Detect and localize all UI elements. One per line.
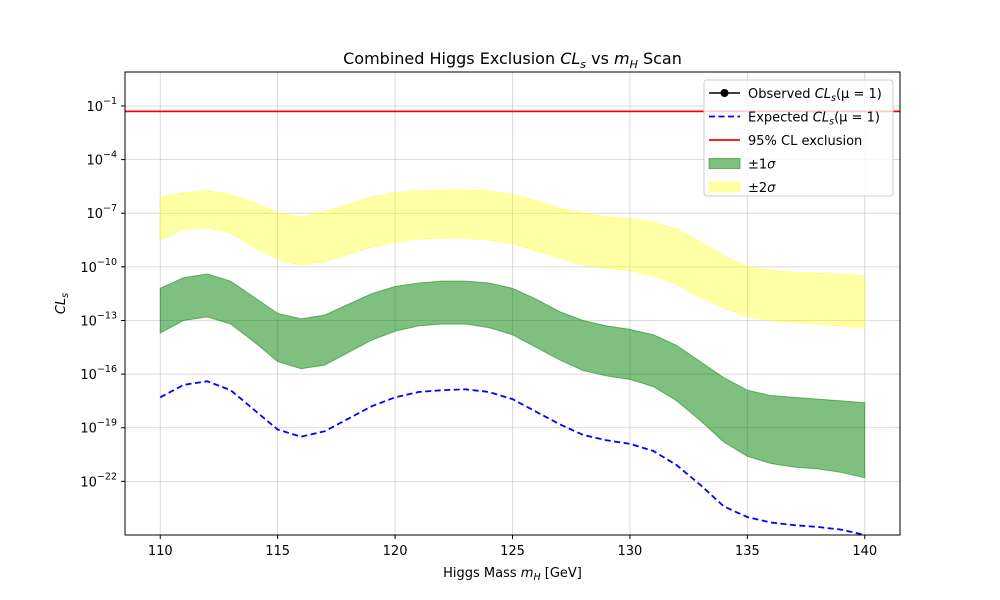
y-axis-label: CLs bbox=[54, 293, 71, 314]
y-tick-exponent: −7 bbox=[103, 203, 117, 214]
y-tick-label: 10−10 bbox=[80, 257, 117, 276]
legend-band-patch bbox=[708, 181, 741, 193]
legend-label-part: CL bbox=[813, 111, 829, 126]
x-tick-label: 130 bbox=[618, 544, 643, 559]
y-tick-label: 10−4 bbox=[86, 150, 117, 169]
title-part: m bbox=[614, 49, 630, 68]
xlabel-subscript: H bbox=[533, 572, 540, 583]
x-tick-label: 135 bbox=[735, 544, 760, 559]
y-tick-base: 10 bbox=[86, 154, 103, 169]
legend-label-subscript: s bbox=[829, 117, 834, 128]
x-tick-label: 115 bbox=[265, 544, 290, 559]
legend-label-subscript: s bbox=[831, 93, 836, 104]
band-1sigma bbox=[159, 273, 866, 479]
y-tick-label: 10−7 bbox=[86, 203, 117, 222]
legend-label-part: CL bbox=[815, 87, 831, 102]
y-tick-exponent: −4 bbox=[103, 150, 117, 161]
x-axis-label-text: Higgs Mass mH [GeV] bbox=[443, 566, 582, 583]
chart-title: Combined Higgs Exclusion CLs vs mH Scan bbox=[343, 49, 682, 71]
legend-label-part: (μ = 1) bbox=[834, 111, 880, 126]
legend-label: Expected CLs(μ = 1) bbox=[748, 111, 880, 128]
legend-label-part: (μ = 1) bbox=[836, 87, 882, 102]
y-tick-base: 10 bbox=[80, 261, 97, 276]
plot-area: 110 115 120 125 130 135 14010−2210−1910−1610−1… bbox=[80, 71, 901, 559]
y-tick-label: 10−1 bbox=[86, 96, 117, 115]
y-tick-label: 10−13 bbox=[80, 310, 117, 329]
legend-label-part: σ bbox=[767, 158, 776, 173]
title-part: Combined Higgs Exclusion bbox=[343, 49, 560, 68]
title-subscript: s bbox=[580, 58, 586, 71]
xlabel-part: Higgs Mass bbox=[443, 566, 521, 581]
x-tick-label: 125 bbox=[500, 544, 525, 559]
y-tick-label: 10−19 bbox=[80, 418, 117, 437]
x-tick-label: 120 bbox=[383, 544, 408, 559]
ylabel-subscript: s bbox=[60, 293, 71, 298]
legend-label-part: Observed bbox=[748, 87, 815, 102]
y-tick-label: 10−16 bbox=[80, 364, 117, 383]
y-tick-base: 10 bbox=[80, 314, 97, 329]
y-tick-exponent: −19 bbox=[97, 418, 117, 429]
y-axis-label-text: CLs bbox=[54, 293, 71, 314]
ylabel-part: CL bbox=[54, 298, 69, 314]
x-axis-label: Higgs Mass mH [GeV] bbox=[443, 566, 582, 583]
title-part: vs bbox=[586, 49, 614, 68]
legend-label-part: Expected bbox=[748, 111, 813, 126]
y-tick-base: 10 bbox=[80, 422, 97, 437]
y-tick-base: 10 bbox=[86, 207, 103, 222]
legend-label-part: ±2 bbox=[748, 181, 767, 196]
legend-label-part: σ bbox=[767, 181, 776, 196]
x-tick-label: 140 bbox=[852, 544, 877, 559]
y-tick-exponent: −22 bbox=[97, 471, 117, 482]
y-tick-exponent: −13 bbox=[97, 310, 117, 321]
legend-label: ±1σ bbox=[748, 158, 776, 173]
legend-band-patch bbox=[708, 158, 741, 169]
chart-title-text: Combined Higgs Exclusion CLs vs mH Scan bbox=[343, 49, 682, 71]
x-axis-ticks: 110 115 120 125 130 135 140 bbox=[148, 535, 877, 559]
legend-observed-marker bbox=[720, 89, 729, 97]
xlabel-part: [GeV] bbox=[541, 566, 582, 581]
legend-label: ±2σ bbox=[748, 181, 776, 196]
legend: Observed CLs(μ = 1)Expected CLs(μ = 1)95… bbox=[703, 79, 894, 197]
title-subscript: H bbox=[630, 58, 638, 71]
title-part: Scan bbox=[638, 49, 682, 68]
y-tick-exponent: −10 bbox=[97, 257, 117, 268]
y-tick-base: 10 bbox=[80, 475, 97, 490]
y-tick-base: 10 bbox=[80, 368, 97, 383]
legend-label-part: 95% CL exclusion bbox=[748, 134, 862, 149]
title-part: CL bbox=[560, 49, 580, 68]
legend-label: Observed CLs(μ = 1) bbox=[748, 87, 882, 104]
band-2sigma bbox=[159, 189, 866, 329]
legend-box bbox=[703, 79, 894, 197]
series-group bbox=[125, 110, 900, 535]
expected-cls-line bbox=[159, 380, 865, 535]
y-tick-base: 10 bbox=[86, 100, 103, 115]
legend-label-part: ±1 bbox=[748, 158, 767, 173]
x-tick-label: 110 bbox=[148, 544, 173, 559]
y-tick-exponent: −1 bbox=[103, 96, 117, 107]
y-tick-exponent: −16 bbox=[97, 364, 117, 375]
legend-label: 95% CL exclusion bbox=[748, 134, 862, 149]
y-tick-label: 10−22 bbox=[80, 471, 117, 490]
xlabel-part: m bbox=[521, 566, 534, 581]
